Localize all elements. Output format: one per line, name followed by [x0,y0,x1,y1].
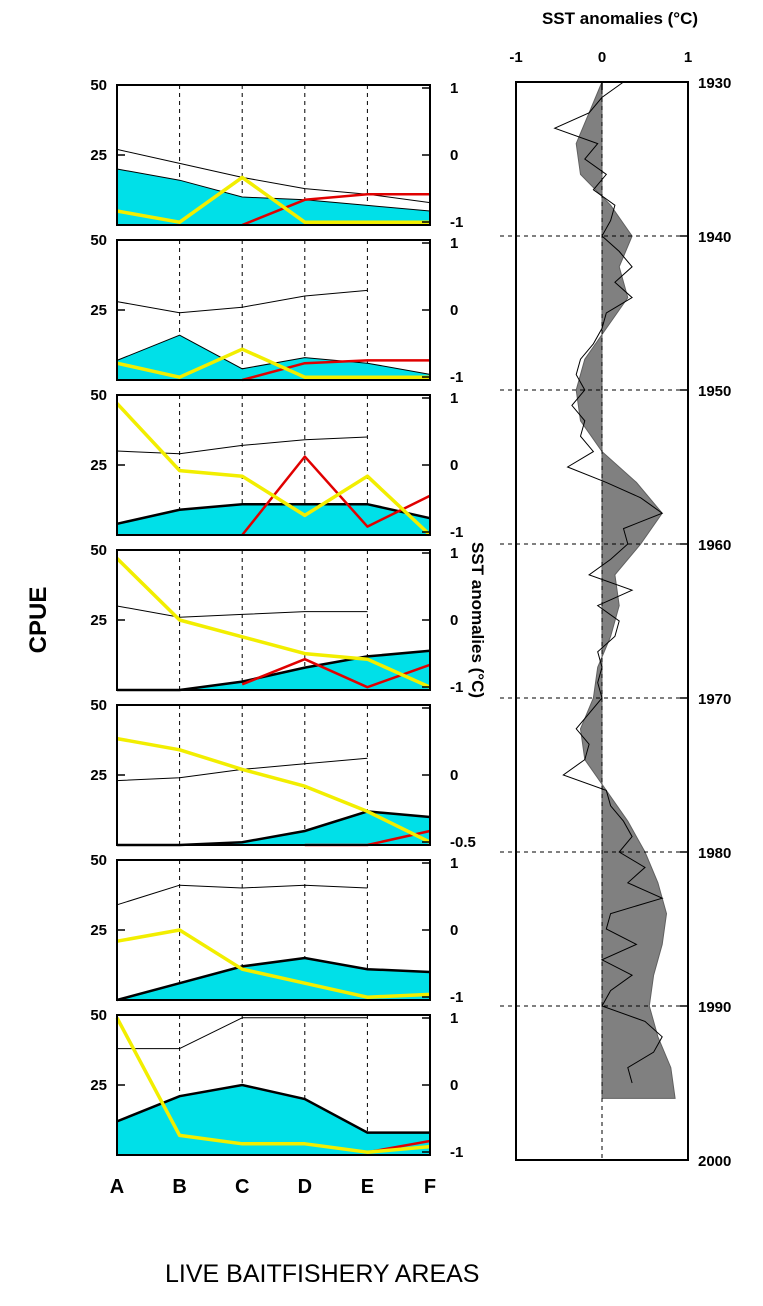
cpue-area [117,811,430,845]
y-tick-label: 50 [90,542,107,559]
x-tick-label: 0 [598,49,606,66]
y2-tick-label: 1 [450,390,458,407]
cpue-panel-7: 50 25 1 0 -1 [90,1007,463,1161]
y-tick-label: 50 [90,1007,107,1024]
y-tick-label: 25 [90,767,107,784]
y2-tick-label: -1 [450,524,463,541]
y2-tick-label: 0 [450,767,458,784]
sst-timeseries-panel: -1 0 1 1930 1940 1950 1960 1970 1980 1990 2000 [500,49,731,1170]
cpue-area-outline [116,502,431,526]
cpue-area-outline [116,956,431,1002]
year-tick-label: 1960 [698,537,731,554]
category-label-B: B [172,1176,186,1198]
year-tick-label: 1970 [698,691,731,708]
yellow-series-line [116,928,431,999]
sst-thin-line [116,605,368,618]
y-tick-label: 50 [90,232,107,249]
sst-raw-line [553,81,664,1084]
sst-anomalies-right-axis-label: SST anomalies (°C) [468,542,487,698]
sst-thin-line [116,436,368,455]
sst-smoothed-area [575,81,676,1099]
y2-tick-label: 0 [450,302,458,319]
sst-thin-line [116,148,431,204]
category-label-F: F [424,1176,436,1198]
y-tick-label: 25 [90,147,107,164]
category-label-C: C [235,1176,249,1198]
figure-caption: LIVE BAITFISHERY AREAS [165,1260,479,1288]
y2-tick-label: -1 [450,679,463,696]
yellow-series-line [115,402,432,537]
sst-thin-line [116,289,368,314]
cpue-panel-6: 50 25 1 0 -1 [90,852,463,1006]
y2-tick-label: 0 [450,457,458,474]
cpue-panels: 50 25 1 0 -1 50 25 1 0 -1 50 25 1 0 -1 50 25 1 0 -1 50 25 0 -0.… [90,77,476,1161]
red-series-line [241,657,431,689]
cpue-area [117,650,430,690]
sst-panel-title: SST anomalies (°C) [542,9,698,28]
cpue-panel-2: 50 25 1 0 -1 [90,232,463,386]
y2-tick-label: 1 [450,1010,458,1027]
category-label-E: E [361,1176,374,1198]
cpue-panel-3: 50 25 1 0 -1 [90,387,463,541]
y2-tick-label: -1 [450,369,463,386]
yellow-series-line [116,347,430,379]
x-tick-label: 1 [684,49,692,66]
cpue-area-outline [116,1083,430,1134]
cpue-panel-5: 50 25 0 -0.5 [90,697,476,851]
yellow-series-line [115,557,431,689]
category-labels: A B C D E F [110,1176,436,1198]
year-tick-label: 2000 [698,1153,731,1170]
y-tick-label: 25 [90,612,107,629]
year-tick-label: 1930 [698,75,731,92]
y2-tick-label: 1 [450,545,458,562]
y2-tick-label: 0 [450,147,458,164]
x-tick-label: -1 [509,49,522,66]
yellow-series-line [116,736,431,844]
category-label-A: A [110,1176,124,1198]
cpue-area [117,958,430,1000]
yellow-series-line [116,175,430,224]
red-series-line [241,359,430,382]
cpue-axis-label: CPUE [25,587,52,654]
y2-tick-label: -1 [450,214,463,231]
cpue-panel-4: 50 25 1 0 -1 [90,542,463,696]
y2-tick-label: -1 [450,1144,463,1161]
y-tick-label: 50 [90,697,107,714]
y-tick-label: 25 [90,302,107,319]
y2-tick-label: 0 [450,1077,458,1094]
y-tick-label: 25 [90,922,107,939]
y-tick-label: 25 [90,457,107,474]
year-tick-label: 1940 [698,229,731,246]
y2-tick-label: 0 [450,922,458,939]
cpue-panel-1: 50 25 1 0 -1 [90,77,463,231]
y-tick-label: 25 [90,1077,107,1094]
y2-tick-label: 1 [450,855,458,872]
year-tick-label: 1990 [698,999,731,1016]
sst-thin-line [117,1017,368,1050]
y-tick-label: 50 [90,852,107,869]
category-label-D: D [298,1176,312,1198]
year-tick-label: 1950 [698,383,731,400]
y2-tick-label: -1 [450,989,463,1006]
year-tick-label: 1980 [698,845,731,862]
y2-tick-label: 1 [450,235,458,252]
y-tick-label: 50 [90,387,107,404]
y2-tick-label: 0 [450,612,458,629]
yellow-series-line [115,1016,431,1154]
cpue-area [117,504,430,535]
y-tick-label: 50 [90,77,107,94]
red-series-line [241,192,430,227]
y2-tick-label: 1 [450,80,458,97]
y2-tick-label: -0.5 [450,834,476,851]
sst-thin-line [116,884,368,906]
